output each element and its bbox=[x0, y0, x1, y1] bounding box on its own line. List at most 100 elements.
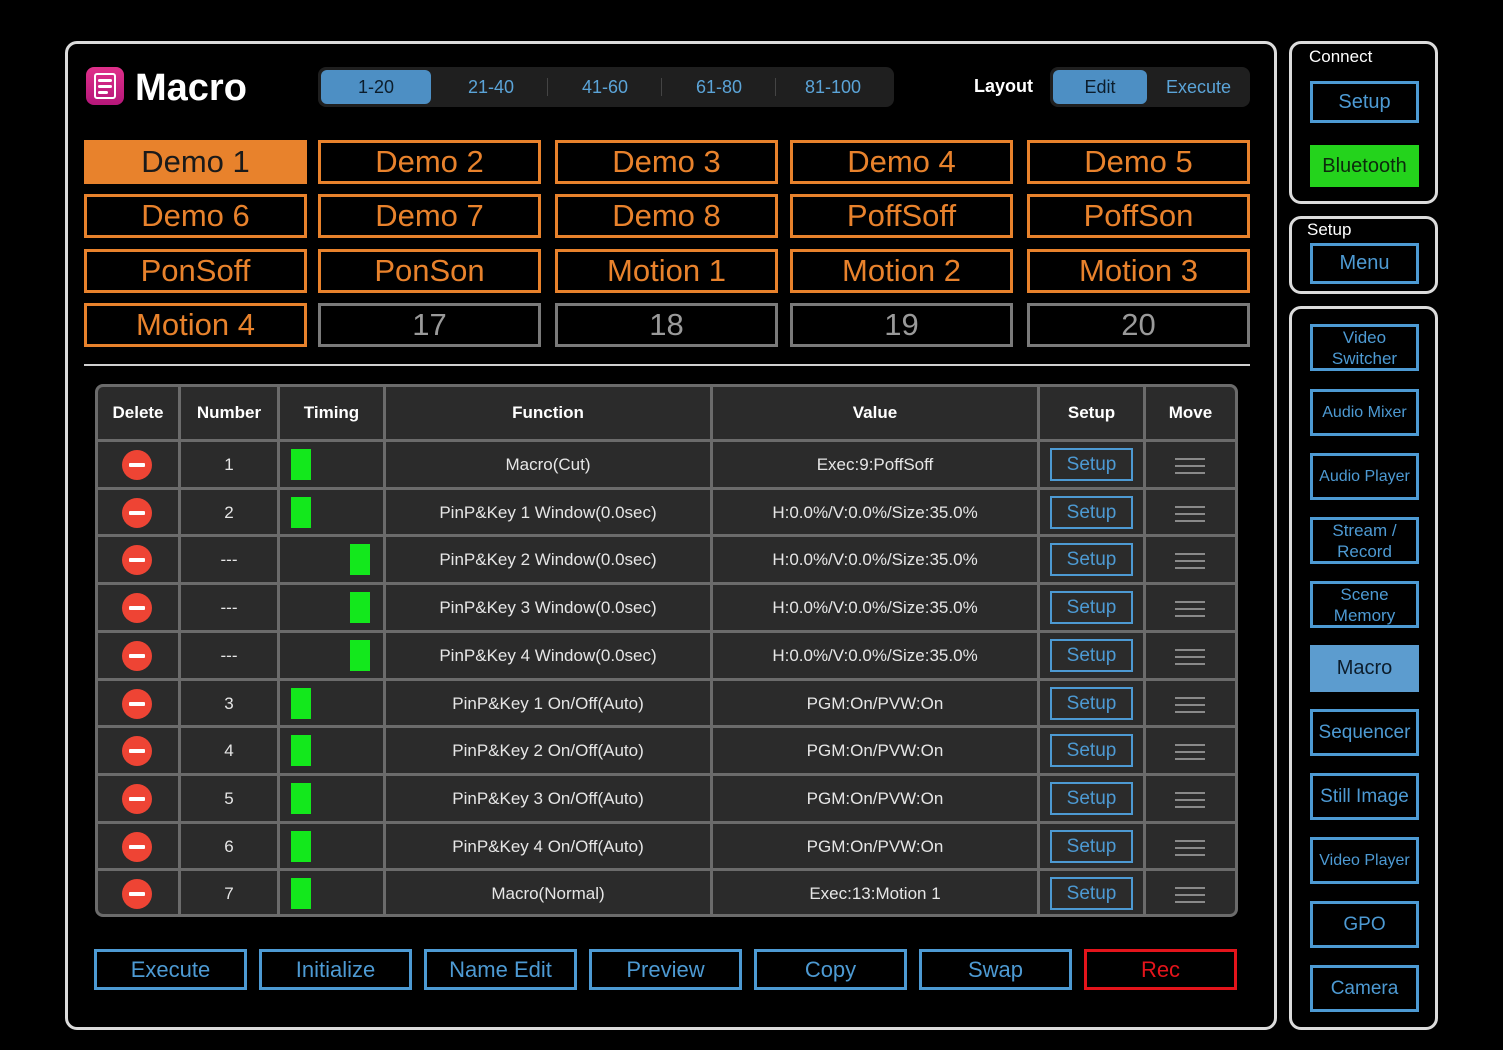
table-row: --- PinP&Key 4 Window(0.0sec) H:0.0%/V:0.0… bbox=[98, 633, 1235, 678]
delete-row-button[interactable] bbox=[122, 593, 152, 624]
timing-marker[interactable] bbox=[291, 830, 311, 862]
row-setup-button[interactable]: Setup bbox=[1050, 638, 1133, 672]
nav-stream-record[interactable]: Stream / Record bbox=[1310, 517, 1419, 564]
drag-handle-icon[interactable] bbox=[1175, 744, 1205, 761]
macro-button-15[interactable]: Motion 3 bbox=[1027, 249, 1250, 293]
delete-row-button[interactable] bbox=[122, 688, 152, 719]
nav-video-player[interactable]: Video Player bbox=[1310, 837, 1419, 884]
drag-handle-icon[interactable] bbox=[1175, 458, 1205, 474]
bluetooth-button[interactable]: Bluetooth bbox=[1310, 145, 1419, 187]
rec-button[interactable]: Rec bbox=[1084, 949, 1237, 990]
nav-sequencer[interactable]: Sequencer bbox=[1310, 709, 1419, 756]
macro-button-13[interactable]: Motion 1 bbox=[555, 249, 778, 293]
layout-execute-button[interactable]: Execute bbox=[1165, 77, 1232, 97]
tab-separator bbox=[547, 78, 548, 96]
table-row: 6 PinP&Key 4 On/Off(Auto) PGM:On/PVW:On Set… bbox=[98, 824, 1235, 869]
row-setup-button[interactable]: Setup bbox=[1050, 781, 1133, 815]
timing-marker[interactable] bbox=[291, 496, 311, 528]
drag-handle-icon[interactable] bbox=[1175, 505, 1205, 522]
drag-handle-icon[interactable] bbox=[1175, 648, 1205, 665]
column-header-value: Value bbox=[852, 403, 898, 422]
layout-edit-button[interactable]: Edit bbox=[1053, 70, 1147, 104]
drag-handle-icon[interactable] bbox=[1175, 791, 1205, 808]
drag-handle-icon[interactable] bbox=[1175, 887, 1205, 904]
timing-marker[interactable] bbox=[291, 735, 311, 767]
nav-panel bbox=[1289, 306, 1438, 1030]
macro-button-1[interactable]: Demo 1 bbox=[84, 140, 307, 184]
delete-row-button[interactable] bbox=[122, 831, 152, 862]
nav-scene-memory[interactable]: Scene Memory bbox=[1310, 581, 1419, 628]
macro-button-17[interactable]: 17 bbox=[318, 303, 541, 347]
step-number: 5 bbox=[224, 788, 234, 808]
macro-button-2[interactable]: Demo 2 bbox=[318, 140, 541, 184]
macro-button-18[interactable]: 18 bbox=[555, 303, 778, 347]
preview-button[interactable]: Preview bbox=[589, 949, 742, 990]
step-number: 3 bbox=[224, 693, 234, 713]
row-setup-button[interactable]: Setup bbox=[1050, 734, 1133, 768]
macro-button-19[interactable]: 19 bbox=[790, 303, 1013, 347]
timing-marker[interactable] bbox=[291, 449, 311, 480]
step-number: --- bbox=[220, 645, 238, 665]
macro-button-7[interactable]: Demo 7 bbox=[318, 194, 541, 238]
initialize-button[interactable]: Initialize bbox=[259, 949, 412, 990]
macro-button-16[interactable]: Motion 4 bbox=[84, 303, 307, 347]
row-setup-button[interactable]: Setup bbox=[1050, 543, 1133, 577]
column-divider bbox=[710, 387, 713, 914]
macro-button-5[interactable]: Demo 5 bbox=[1027, 140, 1250, 184]
macro-button-3[interactable]: Demo 3 bbox=[555, 140, 778, 184]
drag-handle-icon[interactable] bbox=[1175, 553, 1205, 570]
execute-button[interactable]: Execute bbox=[94, 949, 247, 990]
delete-row-button[interactable] bbox=[122, 640, 152, 671]
row-setup-button[interactable]: Setup bbox=[1050, 448, 1133, 481]
menu-button[interactable]: Menu bbox=[1310, 243, 1419, 284]
connect-setup-button[interactable]: Setup bbox=[1310, 81, 1419, 123]
timing-marker[interactable] bbox=[350, 592, 370, 624]
macro-button-11[interactable]: PonSoff bbox=[84, 249, 307, 293]
timing-marker[interactable] bbox=[350, 544, 370, 576]
nav-camera[interactable]: Camera bbox=[1310, 965, 1419, 1012]
nav-video-switcher[interactable]: Video Switcher bbox=[1310, 324, 1419, 371]
drag-handle-icon[interactable] bbox=[1175, 696, 1205, 713]
nav-audio-mixer[interactable]: Audio Mixer bbox=[1310, 389, 1419, 436]
macro-button-10[interactable]: PoffSon bbox=[1027, 194, 1250, 238]
tab-page-1-20[interactable]: 1-20 bbox=[321, 70, 431, 104]
tab-page-81-100[interactable]: 81-100 bbox=[804, 77, 862, 97]
delete-row-button[interactable] bbox=[122, 450, 152, 480]
value-cell: Exec:13:Motion 1 bbox=[809, 884, 941, 904]
macro-button-12[interactable]: PonSon bbox=[318, 249, 541, 293]
name-edit-button[interactable]: Name Edit bbox=[424, 949, 577, 990]
macro-button-9[interactable]: PoffSoff bbox=[790, 194, 1013, 238]
delete-row-button[interactable] bbox=[122, 736, 152, 767]
delete-row-button[interactable] bbox=[122, 783, 152, 814]
drag-handle-icon[interactable] bbox=[1175, 601, 1205, 618]
row-setup-button[interactable]: Setup bbox=[1050, 829, 1133, 863]
row-setup-button[interactable]: Setup bbox=[1050, 591, 1133, 625]
timing-marker[interactable] bbox=[291, 782, 311, 814]
timing-marker[interactable] bbox=[291, 687, 311, 719]
delete-row-button[interactable] bbox=[122, 497, 152, 528]
tab-separator bbox=[775, 78, 776, 96]
divider bbox=[84, 364, 1250, 366]
nav-gpo[interactable]: GPO bbox=[1310, 901, 1419, 948]
delete-row-button[interactable] bbox=[122, 545, 152, 576]
row-setup-button[interactable]: Setup bbox=[1050, 877, 1133, 911]
delete-row-button[interactable] bbox=[122, 879, 152, 910]
swap-button[interactable]: Swap bbox=[919, 949, 1072, 990]
tab-page-21-40[interactable]: 21-40 bbox=[467, 77, 515, 97]
timing-marker[interactable] bbox=[291, 878, 311, 910]
tab-page-41-60[interactable]: 41-60 bbox=[581, 77, 629, 97]
row-setup-button[interactable]: Setup bbox=[1050, 495, 1133, 529]
copy-button[interactable]: Copy bbox=[754, 949, 907, 990]
tab-page-61-80[interactable]: 61-80 bbox=[695, 77, 743, 97]
timing-marker[interactable] bbox=[350, 639, 370, 671]
nav-still-image[interactable]: Still Image bbox=[1310, 773, 1419, 820]
macro-button-6[interactable]: Demo 6 bbox=[84, 194, 307, 238]
macro-button-8[interactable]: Demo 8 bbox=[555, 194, 778, 238]
macro-button-14[interactable]: Motion 2 bbox=[790, 249, 1013, 293]
nav-audio-player[interactable]: Audio Player bbox=[1310, 453, 1419, 500]
drag-handle-icon[interactable] bbox=[1175, 839, 1205, 856]
macro-button-4[interactable]: Demo 4 bbox=[790, 140, 1013, 184]
row-setup-button[interactable]: Setup bbox=[1050, 686, 1133, 720]
nav-macro[interactable]: Macro bbox=[1310, 645, 1419, 692]
macro-button-20[interactable]: 20 bbox=[1027, 303, 1250, 347]
